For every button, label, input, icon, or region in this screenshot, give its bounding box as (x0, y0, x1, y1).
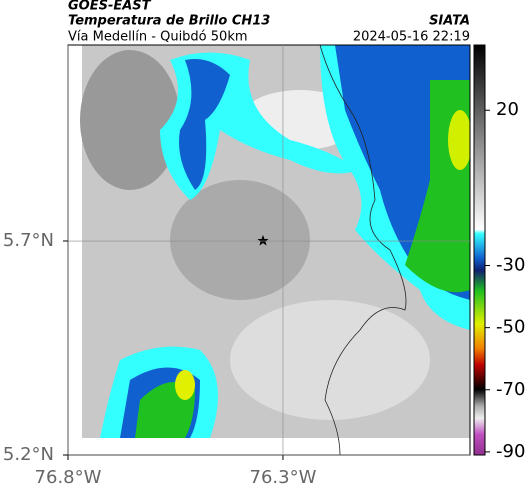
colorbar-label: -30 (496, 255, 525, 276)
x-tick-label: 76.8°W (35, 467, 102, 488)
title: GOES-EAST (68, 0, 152, 14)
region: Vía Medellín - Quibdó 50km (68, 30, 248, 45)
y-tick-label: 5.7°N (3, 230, 54, 251)
datetime: 2024-05-16 22:19 (353, 30, 470, 45)
location-marker (257, 235, 269, 246)
x-tick-label: 76.3°W (250, 467, 317, 488)
colorbar-label: 20 (496, 99, 519, 120)
colorbar (473, 44, 486, 456)
subtitle: Temperatura de Brillo CH13 (68, 14, 270, 29)
colorbar-label: -70 (496, 379, 525, 400)
colorbar-label: -90 (496, 441, 525, 462)
colorbar-label: -50 (496, 317, 525, 338)
source: SIATA (429, 14, 470, 29)
y-tick-label: 5.2°N (3, 444, 54, 465)
satellite-image (68, 45, 470, 455)
